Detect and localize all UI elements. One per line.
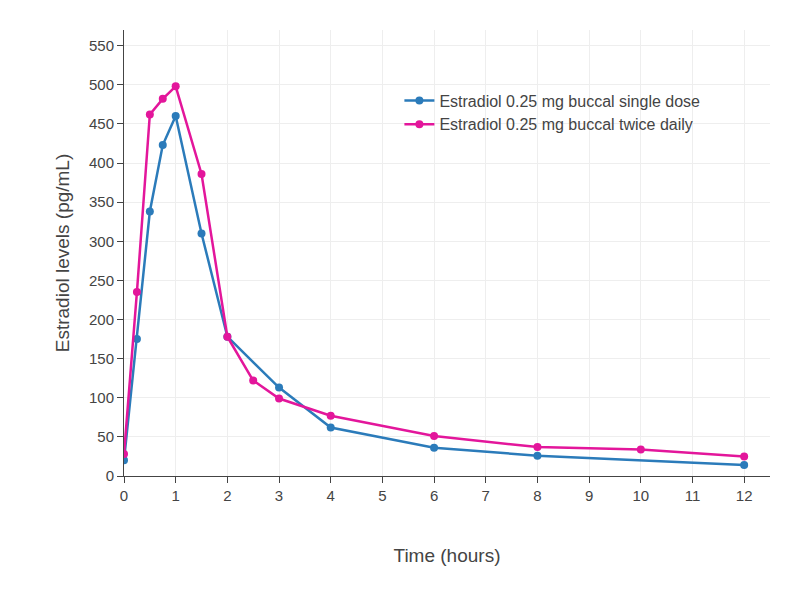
svg-text:550: 550 bbox=[89, 37, 114, 54]
svg-text:250: 250 bbox=[89, 272, 114, 289]
svg-text:9: 9 bbox=[585, 487, 593, 504]
svg-text:1: 1 bbox=[172, 487, 180, 504]
svg-text:2: 2 bbox=[223, 487, 231, 504]
svg-text:11: 11 bbox=[685, 487, 701, 504]
svg-text:3: 3 bbox=[275, 487, 283, 504]
svg-text:6: 6 bbox=[430, 487, 438, 504]
svg-text:0: 0 bbox=[120, 487, 128, 504]
svg-text:7: 7 bbox=[482, 487, 490, 504]
svg-text:Estradiol 0.25 mg buccal singl: Estradiol 0.25 mg buccal single dose bbox=[439, 93, 700, 110]
svg-text:200: 200 bbox=[89, 311, 114, 328]
svg-text:300: 300 bbox=[89, 233, 114, 250]
svg-text:10: 10 bbox=[632, 487, 649, 504]
svg-text:5: 5 bbox=[378, 487, 386, 504]
svg-text:450: 450 bbox=[89, 115, 114, 132]
svg-text:150: 150 bbox=[89, 350, 114, 367]
svg-text:Estradiol 0.25 mg buccal twice: Estradiol 0.25 mg buccal twice daily bbox=[439, 116, 692, 133]
svg-text:0: 0 bbox=[106, 467, 114, 484]
svg-text:50: 50 bbox=[97, 428, 114, 445]
svg-text:500: 500 bbox=[89, 76, 114, 93]
svg-text:4: 4 bbox=[327, 487, 335, 504]
svg-text:8: 8 bbox=[533, 487, 541, 504]
svg-text:12: 12 bbox=[736, 487, 753, 504]
svg-text:Estradiol levels (pg/mL): Estradiol levels (pg/mL) bbox=[52, 154, 73, 353]
svg-text:100: 100 bbox=[89, 389, 114, 406]
svg-text:Time (hours): Time (hours) bbox=[394, 545, 501, 566]
svg-text:400: 400 bbox=[89, 154, 114, 171]
svg-text:350: 350 bbox=[89, 193, 114, 210]
